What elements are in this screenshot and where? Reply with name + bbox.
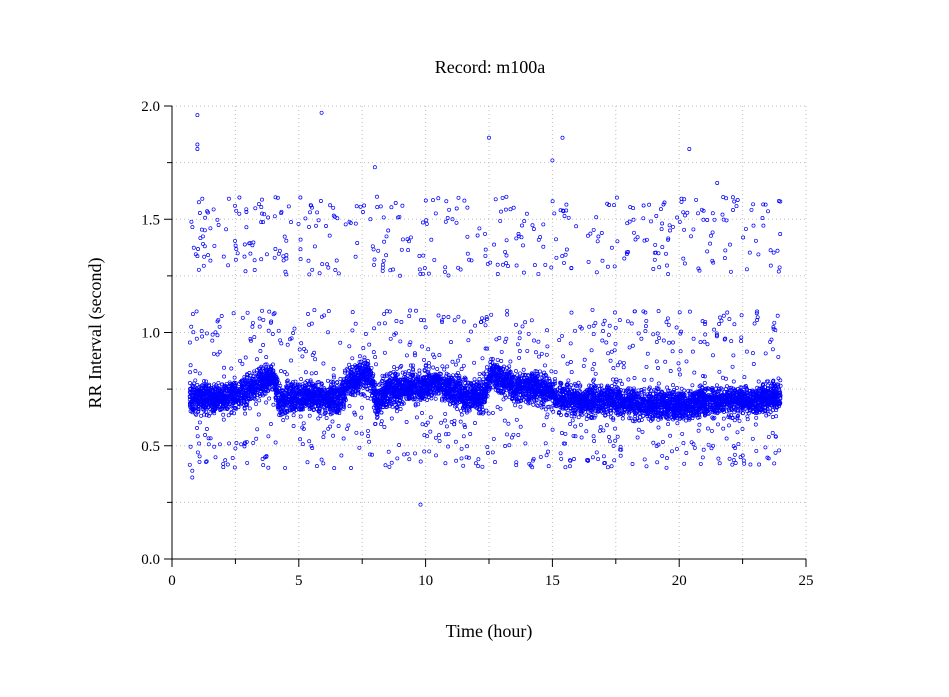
- data-point: [584, 417, 589, 421]
- data-point: [639, 417, 644, 422]
- grid-layer: [172, 105, 807, 559]
- data-point: [472, 377, 477, 382]
- data-points: [187, 110, 783, 507]
- data-point: [433, 396, 438, 401]
- data-point: [442, 367, 447, 372]
- data-point: [518, 371, 523, 376]
- data-point: [736, 413, 741, 418]
- data-point: [566, 378, 571, 383]
- data-point: [727, 386, 732, 391]
- data-point: [484, 365, 489, 370]
- data-point: [426, 361, 431, 366]
- data-point: [285, 378, 290, 383]
- data-point: [440, 364, 445, 369]
- data-point: [187, 381, 192, 385]
- data-point: [637, 411, 642, 416]
- data-point: [338, 377, 343, 381]
- data-point: [202, 379, 206, 384]
- data-point: [395, 366, 399, 371]
- data-point: [257, 398, 262, 403]
- data-point: [435, 367, 440, 371]
- data-point: [195, 383, 200, 387]
- data-point: [193, 378, 198, 383]
- data-point: [291, 413, 296, 418]
- data-point: [620, 416, 625, 421]
- data-point: [325, 378, 330, 383]
- data-point: [353, 393, 357, 398]
- data-point: [299, 377, 304, 382]
- data-point: [427, 364, 432, 369]
- chart-title: Record: m100a: [435, 57, 545, 77]
- data-point: [324, 416, 329, 420]
- data-point: [671, 383, 675, 388]
- data-point: [514, 369, 518, 374]
- data-point: [194, 412, 199, 417]
- data-point: [357, 354, 362, 359]
- data-point: [576, 380, 581, 385]
- data-point: [778, 378, 783, 383]
- data-point: [618, 378, 623, 383]
- data-point: [477, 377, 482, 381]
- data-point: [221, 412, 226, 417]
- data-point: [226, 413, 231, 418]
- data-point: [513, 403, 518, 408]
- data-point: [721, 416, 726, 421]
- data-point: [547, 404, 552, 409]
- data-point: [267, 396, 272, 401]
- data-point: [745, 417, 750, 422]
- data-point: [375, 414, 380, 419]
- data-point: [741, 411, 745, 416]
- data-point: [626, 377, 631, 382]
- data-point: [298, 414, 303, 419]
- data-point: [690, 383, 695, 388]
- data-point: [417, 368, 422, 373]
- data-point: [222, 374, 227, 379]
- data-point: [281, 418, 286, 423]
- data-point: [431, 365, 436, 370]
- data-point: [459, 408, 463, 413]
- data-point: [714, 383, 719, 388]
- data-point: [499, 359, 504, 363]
